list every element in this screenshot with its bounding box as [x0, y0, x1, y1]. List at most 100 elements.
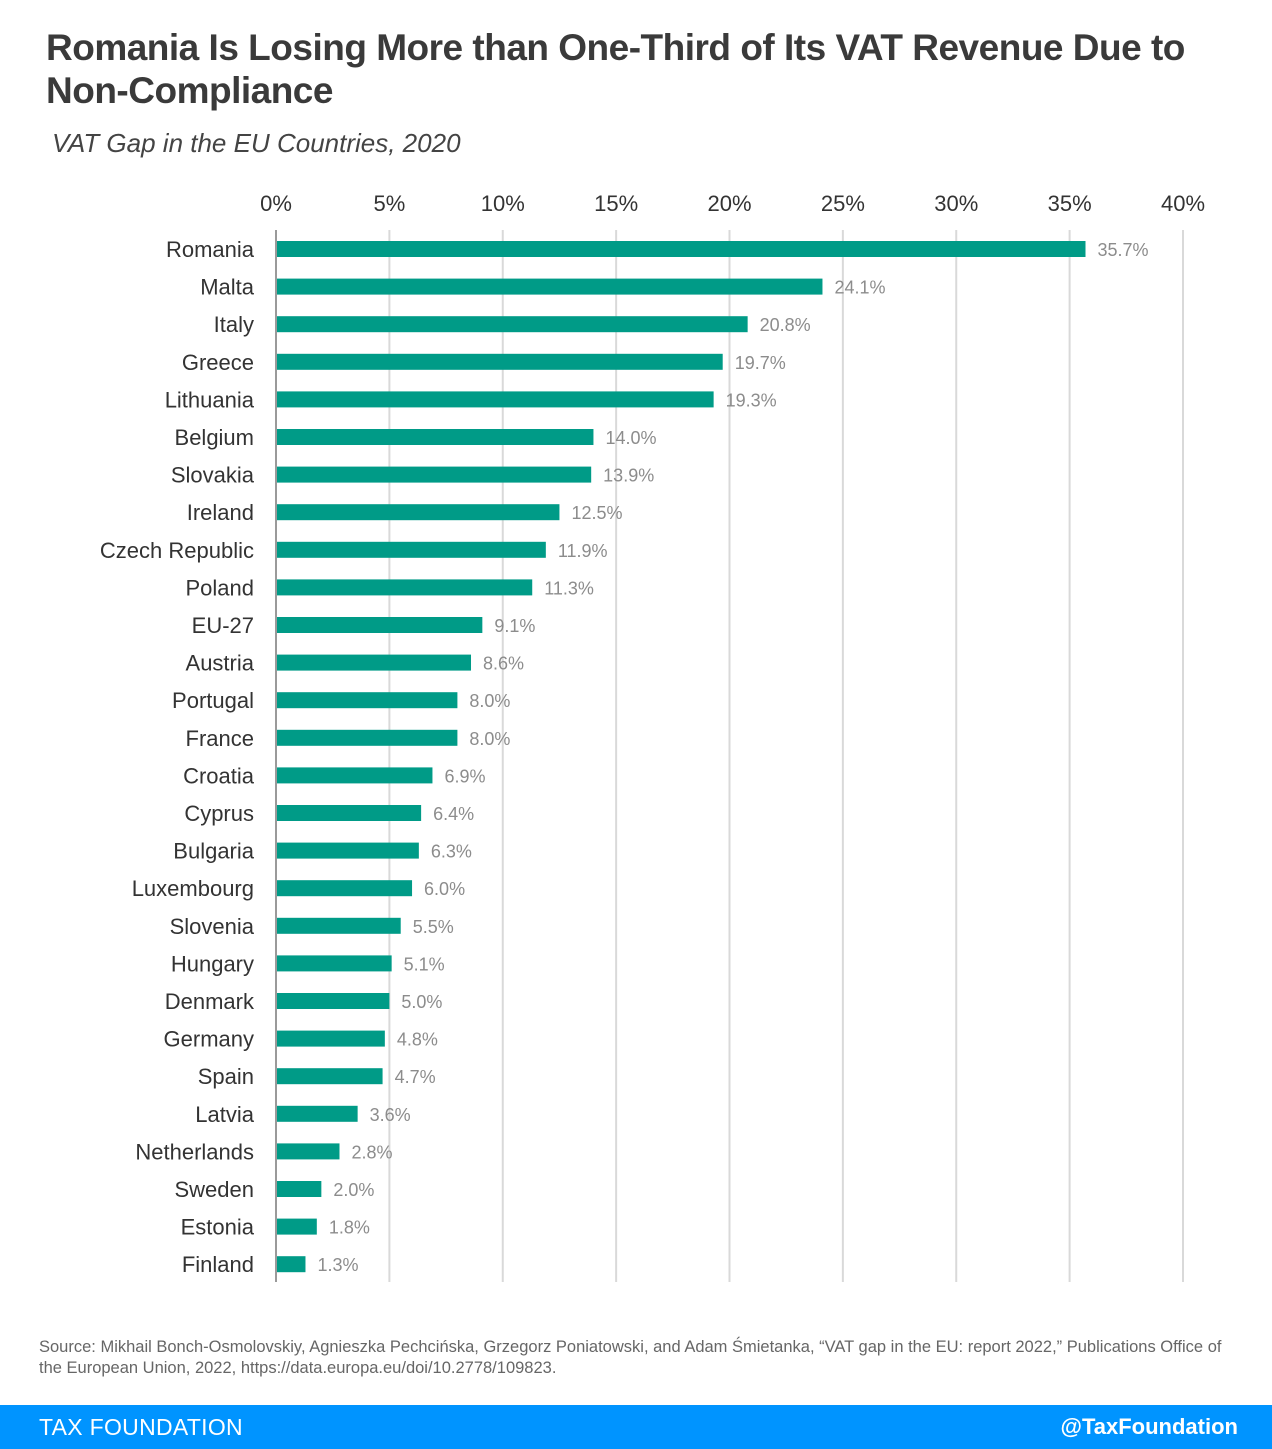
bar: [276, 466, 592, 483]
bar: [276, 993, 390, 1009]
bar: [276, 353, 723, 370]
bar: [276, 241, 1086, 257]
bar: [276, 1218, 317, 1235]
bar: [276, 617, 483, 633]
x-tick-label: 30%: [934, 191, 978, 216]
x-tick-label: 10%: [481, 191, 525, 216]
category-label: Slovakia: [171, 463, 255, 488]
data-label: 11.9%: [558, 541, 608, 561]
bar: [276, 1105, 358, 1122]
category-label: Germany: [164, 1027, 254, 1052]
category-label: Denmark: [165, 989, 255, 1014]
category-label: Ireland: [187, 500, 254, 525]
category-label: Spain: [198, 1064, 254, 1089]
category-label: Luxembourg: [132, 876, 254, 901]
bar: [276, 541, 546, 558]
category-label: Lithuania: [165, 387, 255, 412]
data-label: 19.3%: [726, 390, 777, 410]
x-tick-label: 15%: [594, 191, 638, 216]
category-label: Belgium: [175, 425, 254, 450]
data-label: 2.0%: [333, 1180, 374, 1200]
bar-chart: 0% 5% 10% 15% 20% 25% 30% 35% 40% Romania 35.7% Mal…: [100, 191, 1205, 1282]
bar: [276, 917, 401, 934]
bar: [276, 955, 392, 972]
data-label: 5.0%: [401, 992, 442, 1012]
bar: [276, 504, 560, 521]
category-label: Croatia: [183, 763, 255, 788]
data-label: 6.3%: [431, 842, 472, 862]
bar: [276, 316, 748, 333]
category-label: Portugal: [172, 688, 254, 713]
footer-handle: @TaxFoundation: [1060, 1414, 1238, 1439]
category-label: Romania: [166, 237, 255, 262]
category-label: Finland: [182, 1252, 254, 1277]
category-label: Malta: [200, 275, 255, 300]
bar: [276, 579, 533, 596]
data-label: 6.0%: [424, 879, 465, 899]
category-label: Italy: [214, 312, 254, 337]
category-label: Hungary: [171, 951, 254, 976]
data-label: 13.9%: [603, 466, 654, 486]
x-tick-label: 0%: [260, 191, 292, 216]
x-tick-label: 20%: [707, 191, 751, 216]
category-label: Bulgaria: [173, 839, 254, 864]
category-label: France: [186, 726, 254, 751]
category-label: Cyprus: [184, 801, 254, 826]
x-tick-label: 25%: [821, 191, 865, 216]
data-label: 6.4%: [433, 804, 474, 824]
bar: [276, 1068, 383, 1085]
data-label: 4.8%: [397, 1030, 438, 1050]
x-tick-label: 40%: [1161, 191, 1205, 216]
data-label: 12.5%: [571, 503, 622, 523]
category-label: Austria: [186, 651, 255, 676]
bar: [276, 880, 413, 897]
data-label: 14.0%: [605, 428, 656, 448]
bar: [276, 1256, 306, 1273]
category-label: Estonia: [181, 1215, 255, 1240]
x-tick-label: 35%: [1048, 191, 1092, 216]
data-label: 11.3%: [544, 578, 594, 598]
data-label: 5.5%: [413, 917, 454, 937]
bar: [276, 805, 422, 821]
chart-subtitle: VAT Gap in the EU Countries, 2020: [52, 128, 461, 158]
bar: [276, 1181, 322, 1197]
category-label: Czech Republic: [100, 538, 254, 563]
data-label: 9.1%: [494, 616, 535, 636]
data-label: 6.9%: [444, 766, 485, 786]
category-label: Greece: [182, 350, 254, 375]
category-label: Netherlands: [135, 1139, 254, 1164]
data-label: 5.1%: [404, 954, 445, 974]
data-label: 19.7%: [735, 353, 786, 373]
data-label: 8.6%: [483, 654, 524, 674]
chart-title: Romania Is Losing More than One-Third of…: [46, 27, 1185, 111]
data-label: 4.7%: [395, 1067, 436, 1087]
category-label: Latvia: [195, 1102, 254, 1127]
bar: [276, 278, 823, 295]
category-label: Slovenia: [170, 914, 255, 939]
x-tick-label: 5%: [373, 191, 405, 216]
source-note: Source: Mikhail Bonch-Osmolovskiy, Agnie…: [39, 1338, 1222, 1377]
data-label: 8.0%: [469, 691, 510, 711]
bar: [276, 391, 714, 408]
category-label: Poland: [185, 575, 254, 600]
bar: [276, 1143, 340, 1160]
bar: [276, 842, 419, 859]
bar: [276, 767, 433, 784]
bar: [276, 654, 472, 671]
data-label: 8.0%: [469, 729, 510, 749]
footer-bar: TAX FOUNDATION @TaxFoundation: [0, 1405, 1272, 1449]
data-label: 20.8%: [760, 315, 811, 335]
bar: [276, 692, 458, 709]
data-label: 35.7%: [1097, 240, 1148, 260]
data-label: 3.6%: [370, 1105, 411, 1125]
data-label: 24.1%: [834, 278, 885, 298]
data-label: 2.8%: [351, 1142, 392, 1162]
bar: [276, 429, 594, 445]
category-label: Sweden: [174, 1177, 254, 1202]
category-label: EU-27: [192, 613, 254, 638]
bar: [276, 729, 458, 746]
data-label: 1.3%: [317, 1255, 358, 1275]
bar: [276, 1030, 385, 1047]
data-label: 1.8%: [329, 1218, 370, 1238]
footer-brand: TAX FOUNDATION: [39, 1414, 243, 1440]
